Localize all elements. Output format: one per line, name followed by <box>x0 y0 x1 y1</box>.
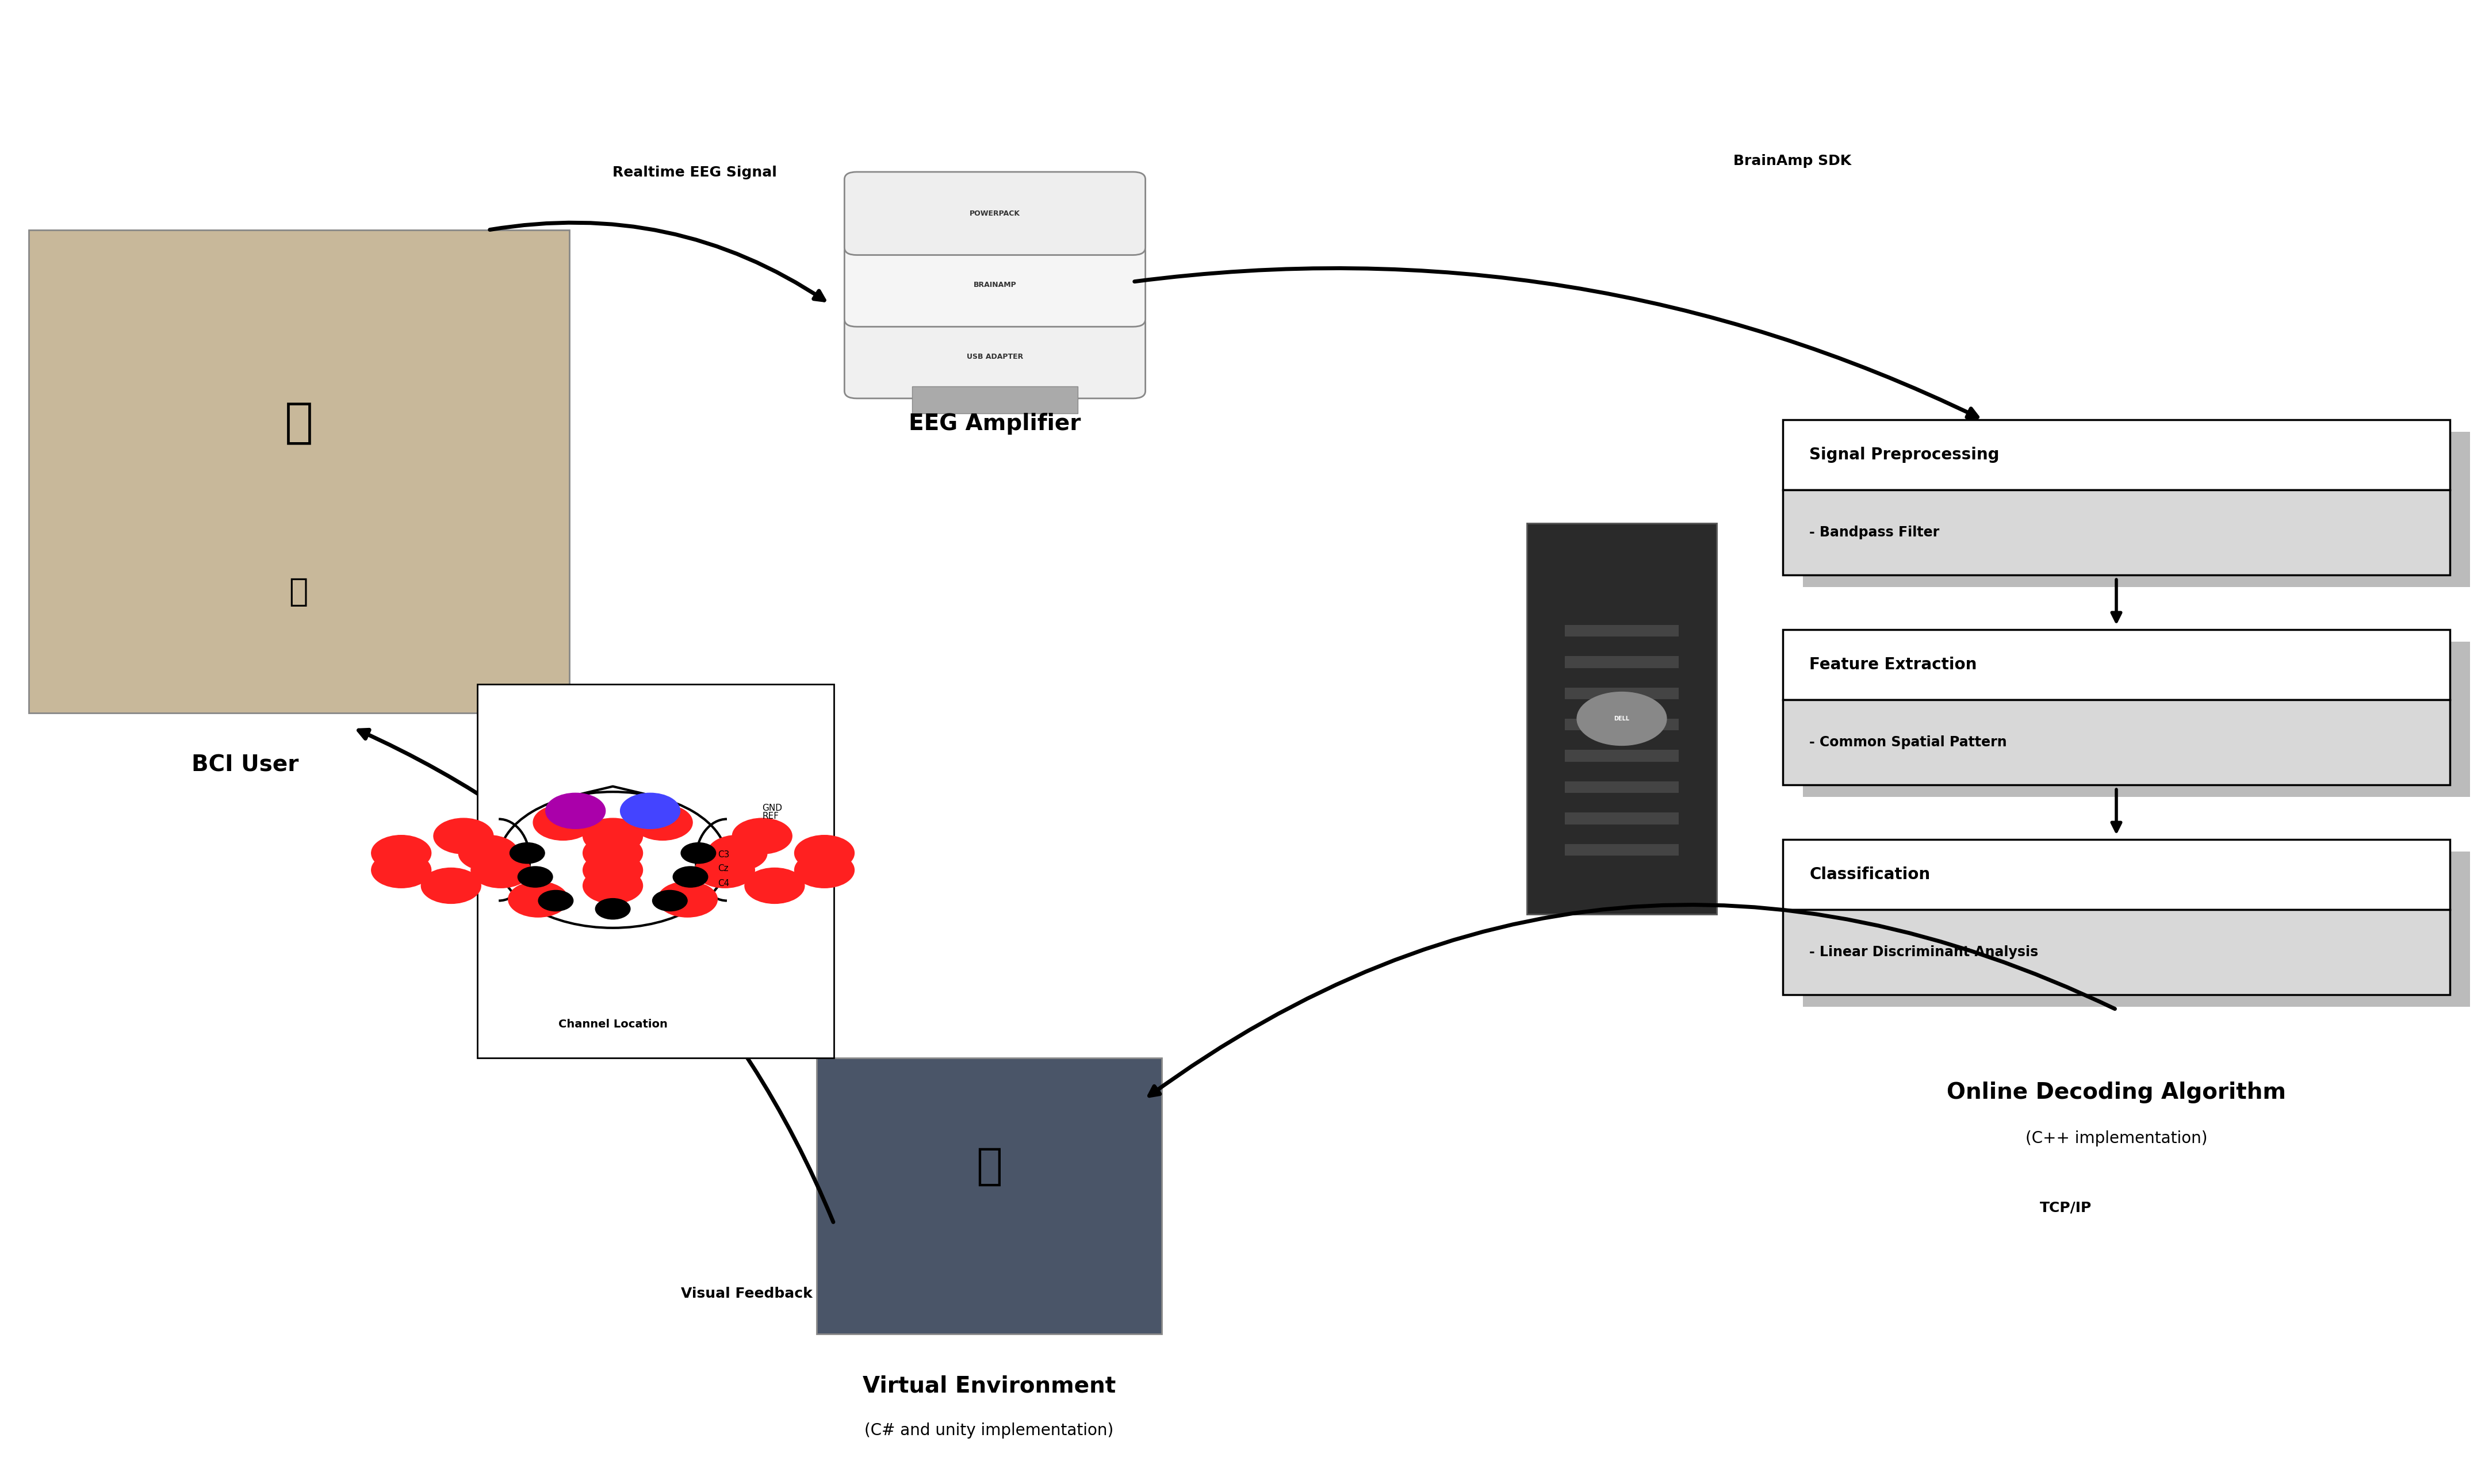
Text: DELL: DELL <box>1613 715 1630 721</box>
FancyBboxPatch shape <box>1782 910 2449 994</box>
Text: USB ADAPTER: USB ADAPTER <box>966 353 1023 361</box>
Text: BCI User: BCI User <box>192 754 299 776</box>
Text: Online Decoding Algorithm: Online Decoding Algorithm <box>1946 1082 2285 1104</box>
FancyBboxPatch shape <box>1802 852 2469 1006</box>
Circle shape <box>582 868 642 904</box>
Circle shape <box>1578 692 1668 745</box>
FancyBboxPatch shape <box>1566 749 1678 761</box>
Circle shape <box>694 852 754 887</box>
Text: 🖥️: 🖥️ <box>289 577 309 608</box>
FancyBboxPatch shape <box>1782 699 2449 785</box>
Circle shape <box>458 835 518 871</box>
Circle shape <box>652 890 687 911</box>
Circle shape <box>672 867 707 887</box>
Text: REF: REF <box>762 812 779 821</box>
FancyArrowPatch shape <box>358 730 834 1221</box>
Text: (C# and unity implementation): (C# and unity implementation) <box>864 1422 1113 1438</box>
FancyBboxPatch shape <box>478 684 834 1058</box>
Circle shape <box>470 852 530 887</box>
Text: Realtime EEG Signal: Realtime EEG Signal <box>612 166 777 180</box>
Circle shape <box>545 792 605 828</box>
FancyBboxPatch shape <box>1566 813 1678 824</box>
FancyArrowPatch shape <box>490 223 824 300</box>
Text: C4: C4 <box>717 880 729 887</box>
FancyBboxPatch shape <box>1782 840 2449 910</box>
Text: Classification: Classification <box>1810 867 1931 883</box>
Circle shape <box>510 843 545 864</box>
FancyBboxPatch shape <box>1526 524 1717 914</box>
FancyBboxPatch shape <box>1782 629 2449 699</box>
FancyBboxPatch shape <box>1782 420 2449 490</box>
FancyBboxPatch shape <box>30 230 570 712</box>
Text: (C++ implementation): (C++ implementation) <box>2026 1131 2208 1147</box>
Text: C3: C3 <box>717 850 729 859</box>
Text: Virtual Environment: Virtual Environment <box>864 1376 1115 1396</box>
Circle shape <box>620 792 679 828</box>
Text: TCP/IP: TCP/IP <box>2041 1201 2091 1214</box>
Text: BRAINAMP: BRAINAMP <box>973 282 1016 289</box>
FancyBboxPatch shape <box>1566 625 1678 637</box>
Circle shape <box>518 867 553 887</box>
Circle shape <box>732 818 792 853</box>
Circle shape <box>421 868 480 904</box>
Text: POWERPACK: POWERPACK <box>971 209 1020 217</box>
Circle shape <box>582 835 642 871</box>
FancyBboxPatch shape <box>1566 718 1678 730</box>
Circle shape <box>657 881 717 917</box>
Circle shape <box>632 804 692 840</box>
Circle shape <box>744 868 804 904</box>
FancyBboxPatch shape <box>844 315 1145 398</box>
FancyBboxPatch shape <box>1802 432 2469 586</box>
Circle shape <box>371 852 431 887</box>
Text: - Bandpass Filter: - Bandpass Filter <box>1810 525 1939 539</box>
Text: - Linear Discriminant Analysis: - Linear Discriminant Analysis <box>1810 945 2038 959</box>
FancyArrowPatch shape <box>1150 905 2116 1095</box>
Circle shape <box>508 881 567 917</box>
Circle shape <box>682 843 717 864</box>
FancyArrowPatch shape <box>1135 269 1976 417</box>
Text: 👤: 👤 <box>284 399 314 447</box>
Text: GND: GND <box>762 804 782 812</box>
FancyBboxPatch shape <box>1566 844 1678 856</box>
Text: Channel Location: Channel Location <box>558 1020 667 1030</box>
Circle shape <box>794 835 854 871</box>
Text: Feature Extraction: Feature Extraction <box>1810 656 1976 672</box>
Text: Signal Preprocessing: Signal Preprocessing <box>1810 447 1999 463</box>
Circle shape <box>371 835 431 871</box>
Circle shape <box>533 804 592 840</box>
Circle shape <box>595 898 630 919</box>
FancyBboxPatch shape <box>1802 641 2469 797</box>
FancyBboxPatch shape <box>844 172 1145 255</box>
Circle shape <box>433 818 493 853</box>
Text: - Common Spatial Pattern: - Common Spatial Pattern <box>1810 735 2006 749</box>
Circle shape <box>538 890 572 911</box>
Circle shape <box>794 852 854 887</box>
Circle shape <box>707 835 767 871</box>
Text: Cz: Cz <box>717 864 729 873</box>
FancyBboxPatch shape <box>911 386 1078 413</box>
Text: BrainAmp SDK: BrainAmp SDK <box>1732 154 1852 168</box>
FancyBboxPatch shape <box>1566 687 1678 699</box>
FancyBboxPatch shape <box>1782 490 2449 574</box>
FancyBboxPatch shape <box>1566 781 1678 792</box>
Text: 🙆: 🙆 <box>976 1146 1003 1187</box>
FancyBboxPatch shape <box>816 1058 1162 1334</box>
Text: EEG Amplifier: EEG Amplifier <box>908 413 1080 435</box>
FancyBboxPatch shape <box>1566 656 1678 668</box>
FancyBboxPatch shape <box>844 243 1145 326</box>
Text: Visual Feedback: Visual Feedback <box>682 1287 811 1300</box>
Circle shape <box>582 852 642 887</box>
Circle shape <box>582 818 642 853</box>
